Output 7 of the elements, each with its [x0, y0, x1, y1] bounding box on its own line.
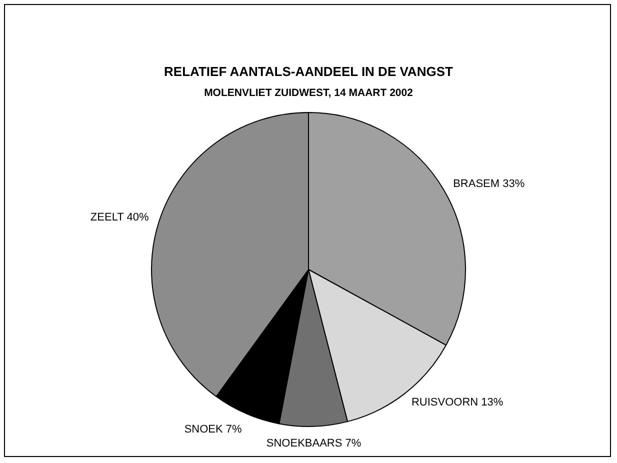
slice-label: BRASEM 33%	[453, 178, 525, 190]
chart-subtitle: MOLENVLIET ZUIDWEST, 14 MAART 2002	[203, 87, 414, 99]
slice-label: RUISVOORN 13%	[411, 396, 504, 408]
slice-label: ZEELT 40%	[90, 212, 149, 224]
slice-label: SNOEKBAARS 7%	[266, 437, 362, 450]
chart-title: RELATIEF AANTALS-AANDEEL IN DE VANGST	[163, 64, 454, 79]
slice-label: SNOEK 7%	[184, 424, 242, 436]
